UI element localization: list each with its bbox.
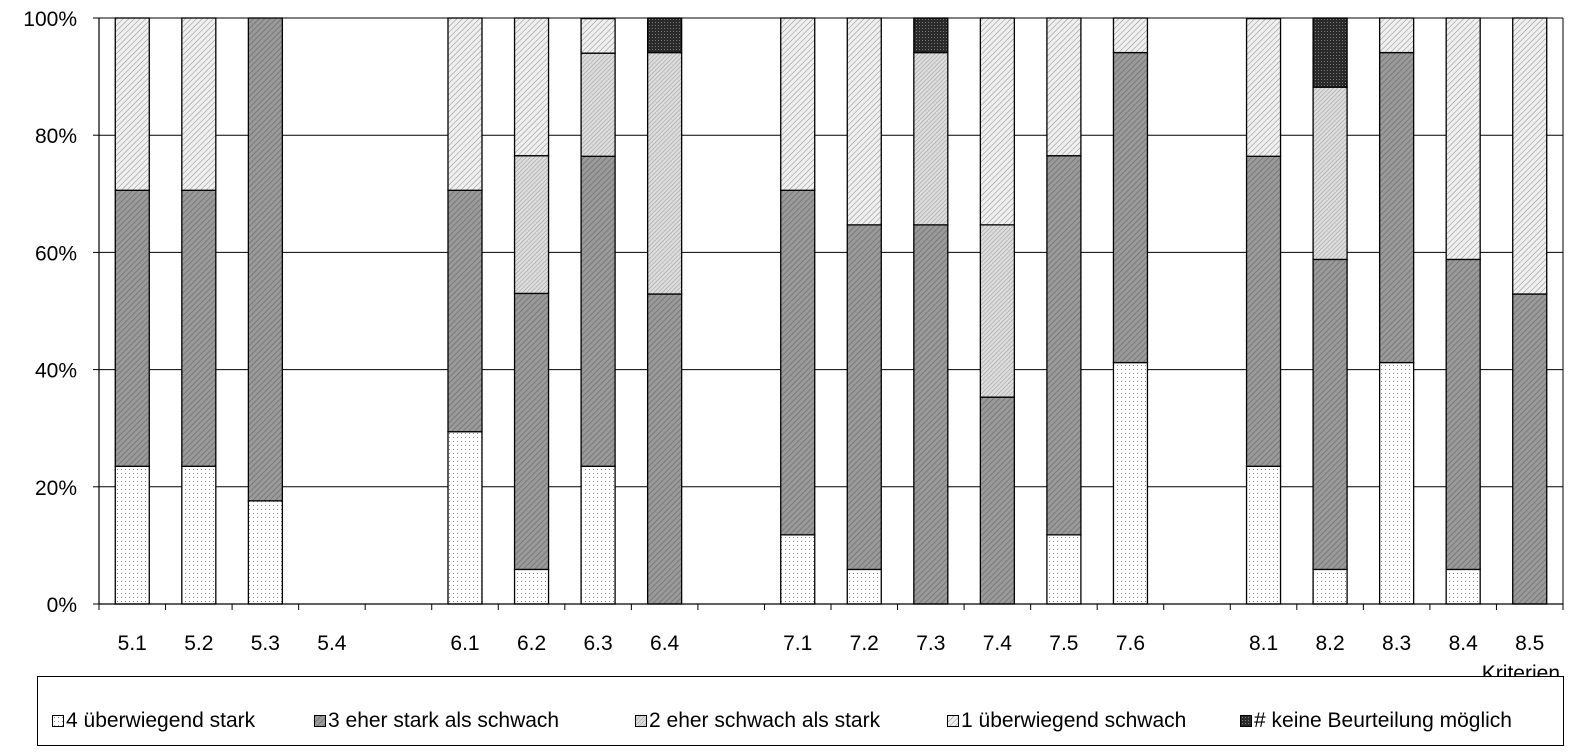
bar-segment-7.1-s3 <box>780 17 816 191</box>
x-tick-label: 6.2 <box>517 632 546 655</box>
bar-segment-5.2-s3 <box>181 17 217 191</box>
legend-label: # keine Beurteilung möglich <box>1254 709 1512 732</box>
bar-segment-6.3-s3 <box>580 17 616 54</box>
bar-segment-8.2-s4 <box>1312 17 1348 88</box>
x-tick-label: 6.4 <box>650 632 680 655</box>
bar-segment-7.3-s2 <box>913 51 949 226</box>
bar-segment-5.1-s3 <box>114 17 150 191</box>
bar-segment-6.1-s0 <box>447 431 483 605</box>
x-tick-label: 5.2 <box>184 632 213 655</box>
bar-segment-6.2-s1 <box>513 292 550 571</box>
bar-segment-5.1-s1 <box>114 189 150 467</box>
legend-label: 2 eher schwach als stark <box>649 709 881 732</box>
legend-label: 3 eher stark als schwach <box>328 709 560 732</box>
x-tick-label: 7.3 <box>916 632 945 655</box>
x-tick-label: 7.6 <box>1116 632 1145 655</box>
bar-segment-5.3-s0 <box>247 500 284 605</box>
bar-segment-7.6-s1 <box>1112 51 1149 364</box>
bar-segment-6.2-s3 <box>513 17 550 157</box>
x-tick-label: 6.1 <box>450 632 479 655</box>
bar-segment-8.1-s1 <box>1245 155 1282 467</box>
legend-swatch-black <box>1240 715 1252 727</box>
bar-segment-7.4-s3 <box>979 17 1016 226</box>
bar-segment-6.4-s2 <box>646 51 683 295</box>
bar-segment-8.1-s3 <box>1245 17 1282 157</box>
bar-segment-8.4-s1 <box>1445 258 1481 571</box>
bar-segment-7.2-s1 <box>846 224 882 571</box>
legend: 4 überwiegend stark 3 eher stark als sch… <box>37 676 1564 746</box>
x-tick-label: 5.4 <box>317 632 347 655</box>
y-tick-label: 80% <box>35 125 77 148</box>
bar-segment-7.2-s3 <box>846 17 882 226</box>
bar-segment-5.2-s0 <box>181 465 217 605</box>
bar-segment-8.2-s2 <box>1312 86 1348 261</box>
bar-segment-8.4-s0 <box>1445 568 1481 605</box>
legend-swatch-dots <box>52 715 64 727</box>
bar-segment-6.4-s4 <box>646 17 683 54</box>
y-tick-label: 100% <box>23 8 77 31</box>
bar-segment-6.3-s1 <box>580 155 616 467</box>
x-tick-label: 6.3 <box>583 632 612 655</box>
bar-segment-8.4-s3 <box>1445 17 1481 261</box>
legend-swatch-medium <box>635 715 647 727</box>
legend-label: 1 überwiegend schwach <box>961 709 1187 732</box>
x-axis-title: Kriterien <box>1482 662 1560 676</box>
legend-swatch-light <box>947 715 959 727</box>
stacked-bar-chart: 0% 20% 40% 60% 80% 100% 5.1 5.2 5.3 5.4 6.1 6.2 6.3 6… <box>23 8 1564 676</box>
bar-segment-8.2-s0 <box>1312 568 1348 605</box>
legend-swatch-dark <box>314 715 326 727</box>
bar-segment-7.6-s3 <box>1112 17 1149 54</box>
bar-segment-7.4-s2 <box>979 224 1016 398</box>
x-tick-label: 5.1 <box>118 632 147 655</box>
x-tick-label: 8.5 <box>1515 632 1544 655</box>
bar-segment-5.2-s1 <box>181 189 217 467</box>
bar-segment-6.4-s1 <box>646 293 683 605</box>
bar-segment-7.3-s1 <box>913 224 949 605</box>
bar-segment-8.3-s0 <box>1378 361 1415 605</box>
x-tick-label: 7.5 <box>1049 632 1078 655</box>
x-tick-label: 7.4 <box>983 632 1013 655</box>
bar-segment-5.3-s1 <box>247 17 284 502</box>
bar-segment-8.3-s1 <box>1378 51 1415 364</box>
bar-segment-7.1-s0 <box>780 534 816 605</box>
bar-segment-7.5-s1 <box>1046 155 1082 536</box>
bar-segment-8.1-s0 <box>1245 465 1282 605</box>
bar-segment-7.5-s3 <box>1046 17 1082 157</box>
bar-segment-7.1-s1 <box>780 189 816 536</box>
bar-segment-7.4-s1 <box>979 396 1016 605</box>
bars <box>114 17 1548 605</box>
bar-segment-8.2-s1 <box>1312 258 1348 571</box>
x-tick-label: 8.1 <box>1249 632 1278 655</box>
legend-label: 4 überwiegend stark <box>66 709 256 732</box>
bar-segment-6.1-s1 <box>447 189 483 433</box>
y-tick-label: 60% <box>35 242 77 265</box>
bar-segment-7.2-s0 <box>846 568 882 605</box>
bar-segment-8.5-s3 <box>1512 17 1548 295</box>
x-tick-label: 8.2 <box>1315 632 1344 655</box>
x-tick-label: 7.1 <box>783 632 812 655</box>
bar-segment-8.3-s3 <box>1378 17 1415 54</box>
bar-segment-6.3-s0 <box>580 465 616 605</box>
bar-segment-7.6-s0 <box>1112 361 1149 605</box>
x-tick-label: 8.3 <box>1382 632 1411 655</box>
bar-segment-7.3-s4 <box>913 17 949 54</box>
y-tick-label: 20% <box>35 477 77 500</box>
bar-segment-6.2-s2 <box>513 155 550 295</box>
bar-segment-8.5-s1 <box>1512 293 1548 605</box>
y-tick-label: 0% <box>47 594 77 617</box>
y-tick-label: 40% <box>35 360 77 383</box>
x-tick-label: 7.2 <box>850 632 879 655</box>
x-tick-label: 8.4 <box>1449 632 1479 655</box>
bar-segment-6.1-s3 <box>447 17 483 191</box>
bar-segment-6.3-s2 <box>580 52 616 157</box>
x-tick-label: 5.3 <box>251 632 280 655</box>
axes: 0% 20% 40% 60% 80% 100% 5.1 5.2 5.3 5.4 6.1 6.2 6.3 6… <box>23 8 1564 655</box>
bar-segment-7.5-s0 <box>1046 534 1082 605</box>
bar-segment-5.1-s0 <box>114 465 150 605</box>
bar-segment-6.2-s0 <box>513 568 550 605</box>
